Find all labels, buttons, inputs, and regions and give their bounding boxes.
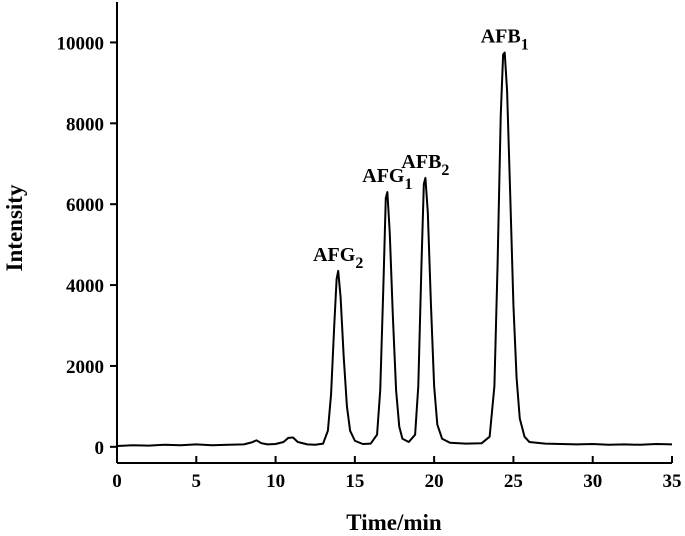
peak-label-name: AFB: [401, 151, 441, 173]
peak-label: AFB2: [401, 151, 449, 179]
peak-label-subscript: 2: [441, 162, 449, 179]
y-tick-label: 6000: [66, 195, 104, 216]
x-tick-label: 25: [504, 471, 523, 492]
x-tick-label: 5: [192, 471, 202, 492]
x-tick-label: 20: [425, 471, 444, 492]
peak-label-name: AFG: [313, 244, 356, 266]
y-axis-title: Intensity: [2, 184, 27, 271]
peak-label-subscript: 1: [521, 37, 529, 54]
x-tick-label: 10: [266, 471, 285, 492]
y-tick-label: 0: [95, 438, 105, 459]
x-axis-title: Time/min: [346, 510, 442, 535]
y-tick-label: 2000: [66, 357, 104, 378]
peak-label-subscript: 2: [355, 255, 363, 272]
peak-label-name: AFG: [362, 165, 405, 187]
peak-label: AFB1: [481, 26, 529, 54]
peak-label-subscript: 1: [404, 176, 412, 193]
peak-label: AFG2: [313, 244, 363, 272]
y-tick-label: 4000: [66, 276, 104, 297]
chromatogram-line: [116, 51, 673, 448]
x-tick-label: 0: [112, 471, 122, 492]
x-tick-label: 30: [583, 471, 602, 492]
y-tick-label: 8000: [66, 114, 104, 135]
x-tick-label: 35: [663, 471, 682, 492]
x-tick-label: 15: [345, 471, 364, 492]
peak-label: AFG1: [362, 165, 412, 193]
y-tick-label: 10000: [57, 33, 105, 54]
peak-label-name: AFB: [481, 26, 521, 48]
